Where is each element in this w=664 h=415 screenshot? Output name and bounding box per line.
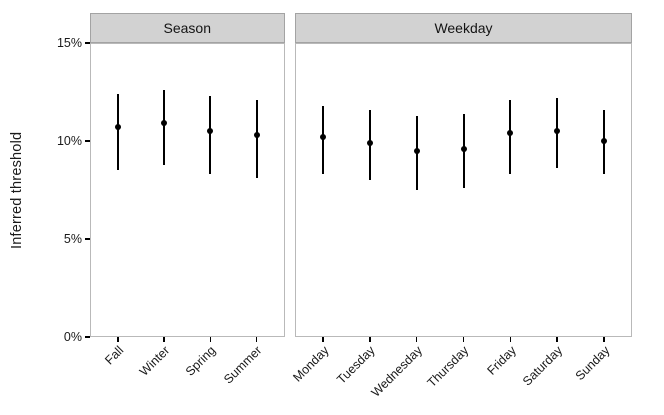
x-axis-label-sunday: Sunday: [572, 343, 613, 384]
point-estimate-tuesday: [366, 139, 373, 146]
x-axis-label-winter: Winter: [136, 343, 173, 379]
facet-strip-weekday: Weekday: [295, 13, 632, 43]
facet-strip-season: Season: [90, 13, 285, 43]
point-estimate-monday: [320, 134, 327, 141]
y-axis-tick-label: 10%: [56, 134, 82, 148]
y-axis-tick: [85, 336, 90, 338]
point-estimate-saturday: [554, 128, 561, 135]
error-bar-winter: [163, 90, 166, 165]
x-axis-label-friday: Friday: [484, 343, 519, 378]
facet-strip-season-label: Season: [163, 20, 211, 36]
point-estimate-friday: [507, 130, 514, 137]
point-estimate-sunday: [600, 138, 607, 144]
point-estimate-summer: [253, 132, 260, 139]
x-axis-tick: [163, 337, 165, 342]
x-axis-tick: [462, 337, 465, 342]
x-axis-tick: [509, 337, 512, 342]
y-axis-tick-label: 5%: [63, 232, 82, 246]
x-axis-tick: [603, 337, 605, 342]
x-axis-tick: [117, 337, 119, 342]
point-estimate-wednesday: [413, 147, 420, 154]
x-axis-tick: [369, 337, 371, 342]
y-axis-tick-label: 0%: [63, 330, 82, 344]
x-axis-label-monday: Monday: [289, 343, 332, 385]
x-axis-tick: [255, 337, 258, 342]
panel-weekday: [295, 43, 632, 337]
y-axis-tick: [85, 238, 90, 240]
error-bar-fall: [116, 93, 119, 171]
y-axis-tick-label: 15%: [56, 36, 82, 50]
point-estimate-spring: [207, 128, 214, 135]
x-axis-tick: [556, 337, 558, 342]
x-axis-label-thursday: Thursday: [424, 343, 472, 391]
x-axis-label-fall: Fall: [101, 343, 126, 368]
y-axis-tick: [85, 140, 90, 142]
x-axis-label-spring: Spring: [183, 343, 219, 379]
error-bar-summer: [255, 99, 258, 179]
x-axis-label-saturday: Saturday: [520, 343, 566, 389]
x-axis-label-tuesday: Tuesday: [334, 343, 379, 387]
error-bar-monday: [322, 105, 325, 175]
y-axis-tick: [85, 42, 90, 44]
x-axis-label-summer: Summer: [221, 343, 265, 387]
x-axis-tick: [209, 337, 212, 342]
x-axis-tick: [415, 337, 418, 342]
panel-season: [90, 43, 285, 337]
error-bar-friday: [509, 99, 512, 175]
x-axis-tick: [322, 337, 324, 342]
point-estimate-winter: [161, 120, 168, 127]
y-axis-title: Inferred threshold: [9, 131, 25, 249]
point-estimate-fall: [114, 124, 121, 131]
facet-strip-weekday-label: Weekday: [434, 20, 493, 36]
error-bar-spring: [209, 95, 212, 175]
point-estimate-thursday: [460, 145, 467, 152]
